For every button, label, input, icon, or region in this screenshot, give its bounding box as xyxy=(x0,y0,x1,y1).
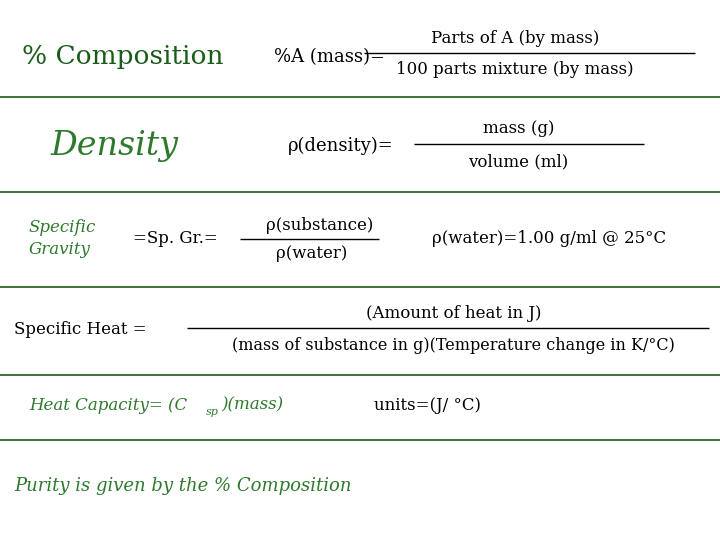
Text: =Sp. Gr.=: =Sp. Gr.= xyxy=(133,230,218,247)
Text: %A (mass)=: %A (mass)= xyxy=(274,48,384,66)
Text: sp: sp xyxy=(206,407,219,417)
Text: 100 parts mixture (by mass): 100 parts mixture (by mass) xyxy=(396,60,634,78)
Text: % Composition: % Composition xyxy=(22,44,223,69)
Text: ρ(density)=: ρ(density)= xyxy=(288,137,394,155)
Text: Parts of A (by mass): Parts of A (by mass) xyxy=(431,30,599,48)
Text: ρ(substance): ρ(substance) xyxy=(266,217,374,234)
Text: (mass of substance in g)(Temperature change in K/°C): (mass of substance in g)(Temperature cha… xyxy=(232,337,675,354)
Text: mass (g): mass (g) xyxy=(482,120,554,137)
Text: Specific: Specific xyxy=(29,219,96,237)
Text: Gravity: Gravity xyxy=(29,241,91,258)
Text: units=(J/ °C): units=(J/ °C) xyxy=(374,396,482,414)
Text: Specific Heat =: Specific Heat = xyxy=(14,321,147,338)
Text: )(mass): )(mass) xyxy=(222,396,284,414)
Text: (Amount of heat in J): (Amount of heat in J) xyxy=(366,305,541,322)
Text: Density: Density xyxy=(50,130,179,162)
Text: ρ(water)=1.00 g/ml @ 25°C: ρ(water)=1.00 g/ml @ 25°C xyxy=(432,230,666,247)
Text: Purity is given by the % Composition: Purity is given by the % Composition xyxy=(14,477,352,495)
Text: ρ(water): ρ(water) xyxy=(276,245,347,262)
Text: Heat Capacity= (C: Heat Capacity= (C xyxy=(29,396,187,414)
Text: volume (ml): volume (ml) xyxy=(468,153,569,171)
